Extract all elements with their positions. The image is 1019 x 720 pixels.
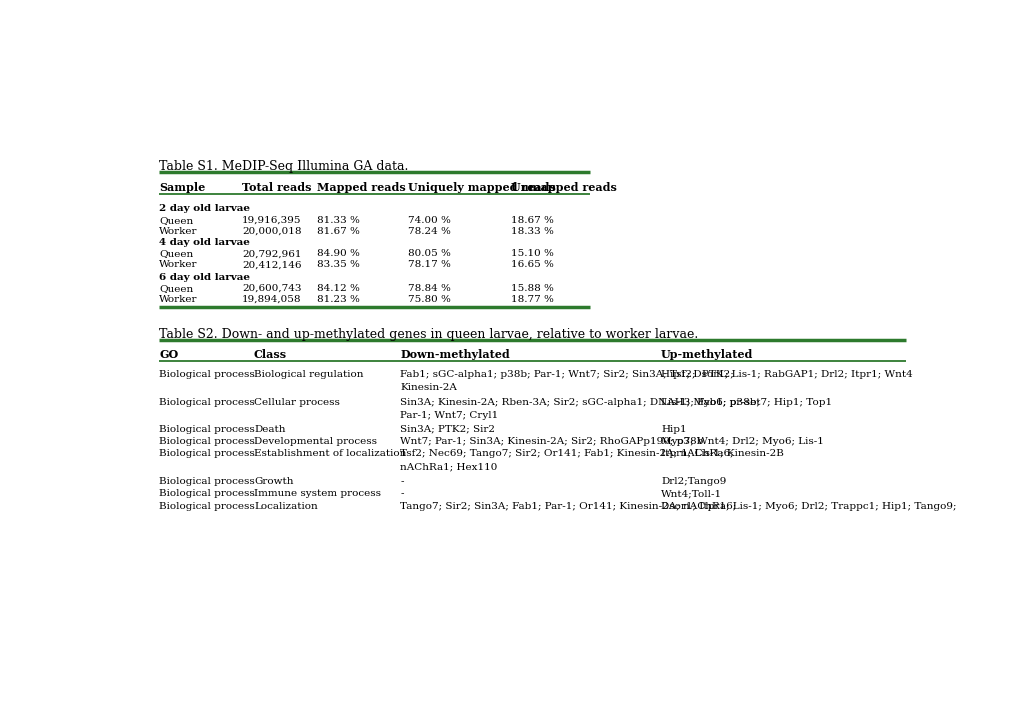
Text: 18.77 %: 18.77 % (511, 295, 553, 304)
Text: 20,000,018: 20,000,018 (242, 227, 302, 235)
Text: Localization: Localization (254, 503, 318, 511)
Text: 20,600,743: 20,600,743 (242, 284, 302, 293)
Text: Myo7; Wnt4; Drl2; Myo6; Lis-1: Myo7; Wnt4; Drl2; Myo6; Lis-1 (660, 437, 823, 446)
Text: Biological process: Biological process (159, 437, 255, 446)
Text: Fab1; sGC-alpha1; p38b; Par-1; Wnt7; Sir2; Sin3A; Tsf2;  PTK2;
Kinesin-2A: Fab1; sGC-alpha1; p38b; Par-1; Wnt7; Sir… (399, 370, 734, 392)
Text: 18.67 %: 18.67 % (511, 216, 553, 225)
Text: Wnt7; Par-1; Sin3A; Kinesin-2A; Sir2; RhoGAPp190; p38b: Wnt7; Par-1; Sin3A; Kinesin-2A; Sir2; Rh… (399, 437, 703, 446)
Text: Tsf2; Nec69; Tango7; Sir2; Or141; Fab1; Kinesin-2A; nAChRa6;
nAChRa1; Hex110: Tsf2; Nec69; Tango7; Sir2; Or141; Fab1; … (399, 449, 733, 471)
Text: Total reads: Total reads (242, 181, 312, 193)
Text: Wnt4;Toll-1: Wnt4;Toll-1 (660, 490, 721, 498)
Text: Down-methylated: Down-methylated (399, 349, 510, 360)
Text: Queen: Queen (159, 284, 194, 293)
Text: Growth: Growth (254, 477, 293, 486)
Text: Biological regulation: Biological regulation (254, 370, 363, 379)
Text: Sin3A; Kinesin-2A; Rben-3A; Sir2; sGC-alpha1; DNAH3; Fab1; p38b;
Par-1; Wnt7; Cr: Sin3A; Kinesin-2A; Rben-3A; Sir2; sGC-al… (399, 398, 759, 420)
Text: 84.12 %: 84.12 % (317, 284, 360, 293)
Text: Mapped reads: Mapped reads (317, 181, 406, 193)
Text: 15.88 %: 15.88 % (511, 284, 553, 293)
Text: 78.84 %: 78.84 % (408, 284, 450, 293)
Text: Biological process: Biological process (159, 425, 255, 433)
Text: 18.33 %: 18.33 % (511, 227, 553, 235)
Text: Biological process: Biological process (159, 398, 255, 407)
Text: Death: Death (254, 425, 285, 433)
Text: Table S2. Down- and up-methylated genes in queen larvae, relative to worker larv: Table S2. Down- and up-methylated genes … (159, 328, 698, 341)
Text: Queen: Queen (159, 216, 194, 225)
Text: 20,412,146: 20,412,146 (242, 261, 302, 269)
Text: Biological process: Biological process (159, 477, 255, 486)
Text: 19,894,058: 19,894,058 (242, 295, 302, 304)
Text: Worker: Worker (159, 295, 198, 304)
Text: GO: GO (159, 349, 178, 360)
Text: -: - (399, 477, 404, 486)
Text: 15.10 %: 15.10 % (511, 249, 553, 258)
Text: 83.35 %: 83.35 % (317, 261, 360, 269)
Text: 74.00 %: 74.00 % (408, 216, 450, 225)
Text: Hip1; Dsor1; Lis-1; RabGAP1; Drl2; Itpr1; Wnt4: Hip1; Dsor1; Lis-1; RabGAP1; Drl2; Itpr1… (660, 370, 912, 379)
Text: Queen: Queen (159, 249, 194, 258)
Text: Up-methylated: Up-methylated (660, 349, 753, 360)
Text: Table S1. MeDIP-Seq Illumina GA data.: Table S1. MeDIP-Seq Illumina GA data. (159, 160, 408, 173)
Text: 20,792,961: 20,792,961 (242, 249, 302, 258)
Text: 4 day old larvae: 4 day old larvae (159, 238, 250, 247)
Text: Class: Class (254, 349, 286, 360)
Text: 78.24 %: 78.24 % (408, 227, 450, 235)
Text: Worker: Worker (159, 261, 198, 269)
Text: 75.80 %: 75.80 % (408, 295, 450, 304)
Text: 81.33 %: 81.33 % (317, 216, 360, 225)
Text: Lis-1; Myo6; pr-set7; Hip1; Top1: Lis-1; Myo6; pr-set7; Hip1; Top1 (660, 398, 832, 407)
Text: 19,916,395: 19,916,395 (242, 216, 302, 225)
Text: 78.17 %: 78.17 % (408, 261, 450, 269)
Text: 80.05 %: 80.05 % (408, 249, 450, 258)
Text: Tango7; Sir2; Sin3A; Fab1; Par-1; Or141; Kinesin-2A; nAChRa6;: Tango7; Sir2; Sin3A; Fab1; Par-1; Or141;… (399, 503, 736, 511)
Text: Cellular process: Cellular process (254, 398, 339, 407)
Text: Uniquely mapped reads: Uniquely mapped reads (408, 181, 555, 193)
Text: 81.67 %: 81.67 % (317, 227, 360, 235)
Text: 16.65 %: 16.65 % (511, 261, 553, 269)
Text: 81.23 %: 81.23 % (317, 295, 360, 304)
Text: 84.90 %: 84.90 % (317, 249, 360, 258)
Text: Biological process: Biological process (159, 370, 255, 379)
Text: 2 day old larvae: 2 day old larvae (159, 204, 250, 214)
Text: Sample: Sample (159, 181, 205, 193)
Text: Unmapped reads: Unmapped reads (511, 181, 616, 193)
Text: Developmental process: Developmental process (254, 437, 377, 446)
Text: -: - (399, 490, 404, 498)
Text: Sin3A; PTK2; Sir2: Sin3A; PTK2; Sir2 (399, 425, 495, 433)
Text: Worker: Worker (159, 227, 198, 235)
Text: Biological process: Biological process (159, 449, 255, 458)
Text: 6 day old larvae: 6 day old larvae (159, 273, 250, 282)
Text: Establishment of localization: Establishment of localization (254, 449, 406, 458)
Text: Biological process: Biological process (159, 503, 255, 511)
Text: Dsor1; Itpr1; Lis-1; Myo6; Drl2; Trappc1; Hip1; Tango9;: Dsor1; Itpr1; Lis-1; Myo6; Drl2; Trappc1… (660, 503, 956, 511)
Text: Hip1: Hip1 (660, 425, 686, 433)
Text: Drl2;Tango9: Drl2;Tango9 (660, 477, 726, 486)
Text: Immune system process: Immune system process (254, 490, 381, 498)
Text: Itpr1; Lis-1; Kinesin-2B: Itpr1; Lis-1; Kinesin-2B (660, 449, 784, 458)
Text: Biological process: Biological process (159, 490, 255, 498)
